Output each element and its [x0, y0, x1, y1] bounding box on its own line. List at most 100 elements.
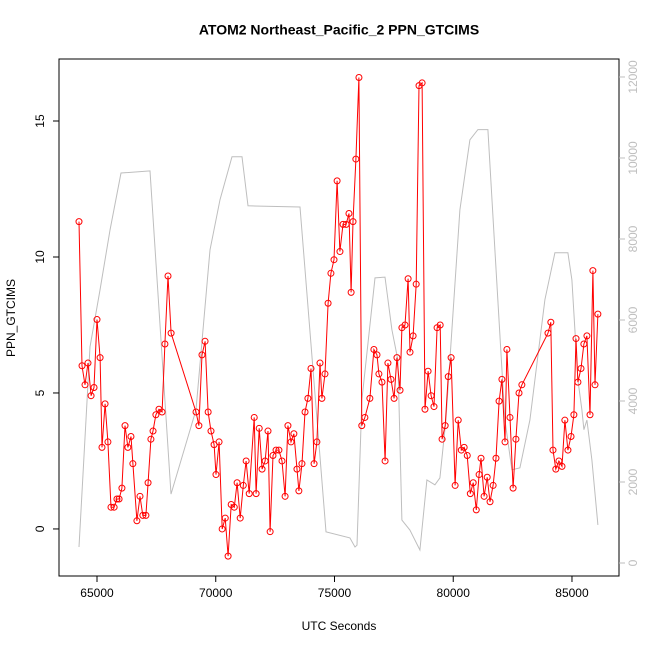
data-point — [113, 495, 121, 503]
series-line — [78, 129, 599, 552]
data-point — [469, 479, 477, 487]
data-point — [586, 411, 594, 419]
data-point — [275, 446, 283, 454]
data-point — [483, 473, 491, 481]
data-point — [118, 484, 126, 492]
data-point — [370, 345, 378, 353]
data-point — [570, 411, 578, 419]
data-point — [427, 392, 435, 400]
data-point — [373, 351, 381, 359]
data-point — [460, 443, 468, 451]
data-point — [336, 248, 344, 256]
data-point — [266, 528, 274, 536]
data-point — [572, 335, 580, 343]
data-point — [218, 525, 226, 533]
data-point — [90, 384, 98, 392]
x-axis-label: UTC Seconds — [302, 619, 377, 633]
data-point — [293, 465, 301, 473]
data-point — [110, 503, 118, 511]
data-point — [261, 457, 269, 465]
data-point — [149, 427, 157, 435]
data-point — [347, 288, 355, 296]
y-tick-label: 10 — [33, 250, 47, 264]
data-point — [577, 364, 585, 372]
data-point — [221, 514, 229, 522]
data-point — [447, 354, 455, 362]
data-point — [384, 359, 392, 367]
data-point — [250, 413, 258, 421]
data-point — [195, 422, 203, 430]
data-point — [121, 422, 129, 430]
data-point — [252, 490, 260, 498]
data-point — [352, 155, 360, 163]
data-point — [124, 443, 132, 451]
data-point — [390, 394, 398, 402]
y-tick-label: 5 — [33, 389, 47, 396]
data-point — [567, 432, 575, 440]
data-point — [547, 318, 555, 326]
data-point — [477, 454, 485, 462]
data-point — [396, 386, 404, 394]
y-axis-label: PPN_GTCIMS — [4, 279, 18, 357]
data-point — [101, 400, 109, 408]
data-point — [310, 460, 318, 468]
data-point — [127, 432, 135, 440]
data-point — [290, 430, 298, 438]
data-point — [333, 177, 341, 185]
x-tick-label: 65000 — [80, 586, 114, 600]
data-point — [475, 471, 483, 479]
data-point — [564, 446, 572, 454]
data-point — [264, 427, 272, 435]
data-point — [406, 348, 414, 356]
data-point — [158, 408, 166, 416]
data-point — [272, 446, 280, 454]
y2-tick-label: 4000 — [626, 387, 640, 414]
data-point — [327, 269, 335, 277]
y-tick-label: 15 — [33, 114, 47, 128]
data-point — [515, 389, 523, 397]
data-point — [489, 481, 497, 489]
data-point — [161, 340, 169, 348]
data-point — [387, 375, 395, 383]
data-point — [152, 411, 160, 419]
y-tick-label: 0 — [33, 525, 47, 532]
data-point — [215, 438, 223, 446]
x-tick-label: 80000 — [437, 586, 471, 600]
data-point — [509, 484, 517, 492]
data-point — [144, 479, 152, 487]
data-point — [506, 413, 514, 421]
data-point — [104, 438, 112, 446]
series-line — [78, 77, 599, 557]
data-point — [301, 408, 309, 416]
data-point — [269, 452, 277, 460]
data-point — [349, 218, 357, 226]
data-point — [167, 329, 175, 337]
data-point — [580, 340, 588, 348]
data-point — [393, 354, 401, 362]
data-point — [93, 316, 101, 324]
data-point — [444, 373, 452, 381]
data-point — [486, 498, 494, 506]
data-point — [501, 438, 509, 446]
data-point — [245, 490, 253, 498]
data-point — [233, 479, 241, 487]
data-point — [495, 397, 503, 405]
data-point — [345, 209, 353, 217]
data-point — [239, 481, 247, 489]
y2-tick-label: 2000 — [626, 468, 640, 495]
y2-tick-label: 0 — [626, 559, 640, 566]
data-point — [81, 381, 89, 389]
data-point — [115, 495, 123, 503]
data-point — [198, 351, 206, 359]
x-tick-label: 70000 — [199, 586, 233, 600]
data-point — [133, 517, 141, 525]
data-point — [307, 364, 315, 372]
data-point — [561, 416, 569, 424]
data-point — [342, 220, 350, 228]
data-point — [304, 394, 312, 402]
data-point — [589, 267, 597, 275]
data-point — [164, 272, 172, 280]
data-point — [583, 332, 591, 340]
data-point — [242, 457, 250, 465]
data-point — [258, 465, 266, 473]
